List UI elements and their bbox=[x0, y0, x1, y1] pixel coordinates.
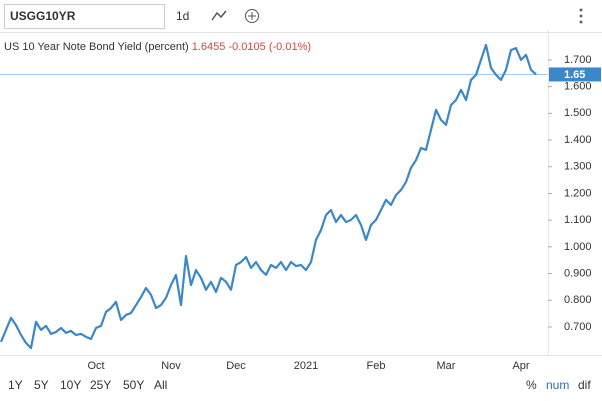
symbol-box[interactable] bbox=[4, 4, 165, 29]
x-tick-label: 2021 bbox=[294, 360, 318, 372]
bottom-bar: 1Y 5Y 10Y 25Y 50Y All% num dif bbox=[8, 378, 591, 392]
add-icon-plus bbox=[248, 12, 256, 20]
last-price-badge bbox=[549, 67, 601, 82]
y-tick-label: 1.300 bbox=[564, 161, 592, 173]
last-price-label: 1.65 bbox=[564, 69, 585, 81]
y-tick-label: 1.700 bbox=[564, 54, 592, 66]
range-button[interactable]: 50Y bbox=[123, 378, 144, 392]
y-tick-label: 1.500 bbox=[564, 107, 592, 119]
range-button[interactable]: 5Y bbox=[34, 378, 49, 392]
y-tick-label: 1.400 bbox=[564, 134, 592, 146]
scale-button[interactable]: num bbox=[546, 378, 569, 392]
legend-price: 1.6455 bbox=[192, 41, 226, 53]
plot: 0.700 0.800 0.900 1.000 1.100 1.200 1.300 1.400… bbox=[0, 30, 601, 372]
symbol[interactable]: USGG10YR bbox=[10, 9, 76, 23]
scale-button[interactable]: dif bbox=[578, 378, 591, 392]
line bbox=[0, 43, 537, 350]
x-tick-label: Dec bbox=[226, 360, 246, 372]
x-tick-label: Mar bbox=[437, 360, 456, 372]
y-tick-label: 1.600 bbox=[564, 81, 592, 93]
menu-icon[interactable] bbox=[579, 8, 583, 24]
legend-name-text: US 10 Year Note Bond Yield (percent) bbox=[4, 41, 189, 53]
scale-button[interactable]: % bbox=[526, 378, 537, 392]
y-tick-label: 1.000 bbox=[564, 241, 592, 253]
y-tick-label: 1.100 bbox=[564, 214, 592, 226]
legend-name: US 10 Year Note Bond Yield (percent) 1.6… bbox=[4, 41, 311, 53]
x-tick-label: Apr bbox=[512, 360, 529, 372]
range-button[interactable]: All bbox=[154, 378, 167, 392]
y-tick-label: 0.900 bbox=[564, 267, 592, 279]
x-tick-label: Feb bbox=[367, 360, 386, 372]
range-button[interactable]: 1Y bbox=[8, 378, 23, 392]
legend-change: -0.0105 (-0.01%) bbox=[228, 41, 311, 53]
interval[interactable]: 1d bbox=[176, 9, 189, 23]
range-button[interactable]: 25Y bbox=[90, 378, 111, 392]
x-tick-label: Oct bbox=[87, 360, 104, 372]
x-tick-label: Nov bbox=[161, 360, 181, 372]
range-button[interactable]: 10Y bbox=[60, 378, 81, 392]
y-tick-label: 0.700 bbox=[564, 321, 592, 333]
add-icon[interactable] bbox=[245, 9, 259, 23]
y-tick-label: 0.800 bbox=[564, 294, 592, 306]
chart-type-icon[interactable] bbox=[211, 10, 227, 21]
y-tick-label: 1.200 bbox=[564, 187, 592, 199]
